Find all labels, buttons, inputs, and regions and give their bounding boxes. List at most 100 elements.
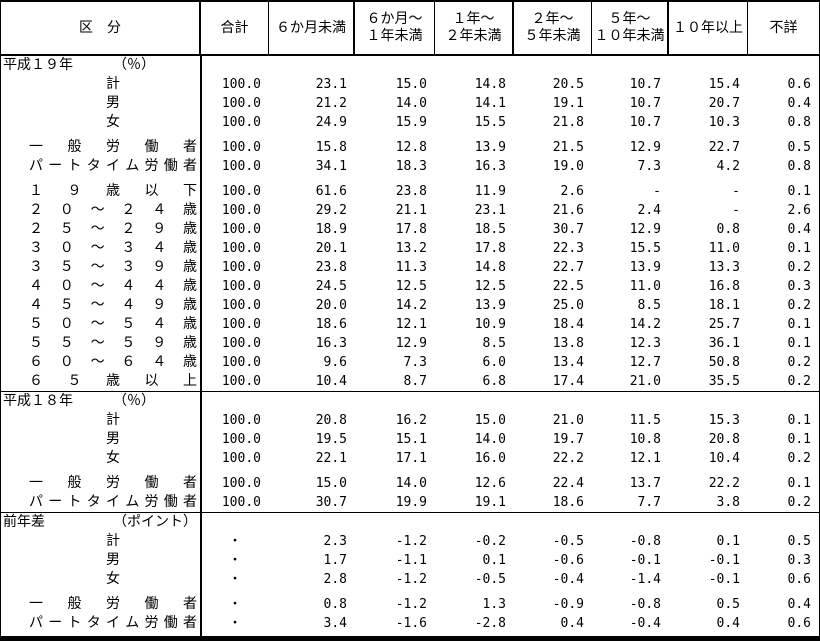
label-char: 者 [183,494,197,510]
row-label: 一般労働者 [1,138,201,157]
label-char: ４ [152,316,167,332]
section-label: 平成１８年 （％） [1,392,201,411]
data-cell: 0.8 [787,159,811,174]
data-cell: 12.5 [395,279,427,294]
data-cell: 34.1 [315,159,347,174]
data-cell: 17.1 [395,451,427,466]
data-cell: 2.8 [323,572,347,587]
data-cell: 9.6 [323,355,347,370]
data-cell: 100.0 [221,317,261,332]
label-char: 以 [144,373,159,389]
row-label-text: ２ ０ ～ ２ ４ 歳 [29,201,197,220]
row-label: 計 [1,532,201,551]
data-cell: -0.1 [708,572,740,587]
data-row: ２ ０ ～ ２ ４ 歳 100.0 29.2 21.1 23.1 21.6 2.4-2.6 [1,201,819,220]
data-cell: 25.0 [552,298,584,313]
data-cell: 0.6 [787,616,811,631]
data-cell: 13.9 [474,298,506,313]
label-char: ５ [67,373,82,389]
column-header-1-2years: １年～ ２年未満 [435,2,514,54]
data-cell: 100.0 [221,260,261,275]
data-cell: 12.3 [629,336,661,351]
data-cell: 15.9 [395,115,427,130]
label-char: ０ [59,278,74,294]
label-char: ６ [121,354,136,370]
section-title: 平成１９年 [3,57,73,73]
label-char: ー [48,615,63,631]
data-cell: 14.2 [629,317,661,332]
data-cell: 10.9 [474,317,506,332]
row-label: パートタイム労働者 [1,493,201,512]
label-char: パ [29,158,43,174]
label-char: ２ [29,221,43,237]
label-char: 労 [144,615,159,631]
label-char: ２ [29,202,43,218]
data-cell: 21.2 [315,96,347,111]
row-label: 女 [1,449,201,468]
data-cell: 2.4 [637,203,661,218]
data-row: 女 100.0 24.9 15.9 15.5 21.8 10.7 10.3 0.8 [1,113,819,132]
row-label: ５ ０ ～ ５ ４ 歳 [1,315,201,334]
row-label-text: 計 [106,76,120,92]
data-cell: 100.0 [221,298,261,313]
data-cell: 100.0 [221,336,261,351]
data-cell: -1.2 [395,534,427,549]
data-cell: 0.2 [787,374,811,389]
data-cell: -1.2 [395,597,427,612]
data-cell: 8.5 [637,298,661,313]
data-cell: 23.8 [315,260,347,275]
data-cell: 0.4 [716,616,740,631]
row-label-text: 一般労働者 [29,474,197,493]
data-cell: 19.1 [474,495,506,510]
row-label: ３ ０ ～ ３ ４ 歳 [1,239,201,258]
label-char: ４ [121,278,136,294]
data-cell: 16.2 [395,413,427,428]
label-char: ６ [29,373,43,389]
data-cell: 0.8 [323,597,347,612]
data-cell: -0.6 [552,553,584,568]
data-cell: -1.2 [395,572,427,587]
data-cell: 35.5 [708,374,740,389]
row-label: 女 [1,570,201,589]
column-header-unknown: 不詳 [769,19,798,36]
label-char: ３ [121,240,136,256]
row-label: ３ ５ ～ ３ ９ 歳 [1,258,201,277]
data-cell: -1.4 [629,572,661,587]
row-label: ４ ０ ～ ４ ４ 歳 [1,277,201,296]
data-cell: 100.0 [221,241,261,256]
data-cell: 0.6 [787,572,811,587]
row-label: ６ ０ ～ ６ ４ 歳 [1,353,201,372]
data-cell: 2.6 [560,184,584,199]
row-label-text: 男 [106,95,120,111]
label-char: ト [67,158,82,174]
data-cell: 0.5 [787,534,811,549]
data-cell: -0.1 [708,553,740,568]
column-header-5-10years: ５年～ １０年未満 [592,2,669,54]
data-cell: 11.9 [474,184,506,199]
label-char: パ [29,494,43,510]
data-row: 男 100.0 21.2 14.0 14.1 19.1 10.7 20.7 0.4 [1,94,819,113]
data-row: パートタイム労働者 100.0 30.7 19.9 19.1 18.6 7.7 3.8 0.2 [1,493,819,512]
label-char: ト [67,615,82,631]
row-label: ２ ５ ～ ２ ９ 歳 [1,220,201,239]
label-char: 歳 [182,259,197,275]
label-char: ～ [90,297,105,313]
data-cell: 19.1 [552,96,584,111]
label-char: 歳 [106,183,120,199]
label-char: ４ [29,278,43,294]
data-cell: -0.4 [552,572,584,587]
data-row: 女 ・ 2.8 -1.2 -0.5 -0.4 -1.4 -0.1 0.6 [1,570,819,589]
label-char: ３ [29,259,43,275]
data-cell: 17.8 [395,222,427,237]
data-cell: 10.4 [708,451,740,466]
row-label: 男 [1,94,201,113]
data-cell: 0.3 [787,279,811,294]
data-cell: 22.2 [552,451,584,466]
data-cell: 6.8 [482,374,506,389]
data-cell: 100.0 [221,140,261,155]
data-cell: -2.8 [474,616,506,631]
data-cell: -0.8 [629,534,661,549]
data-cell: 2.6 [787,203,811,218]
label-char: イ [106,615,120,631]
section-divider [1,391,819,392]
